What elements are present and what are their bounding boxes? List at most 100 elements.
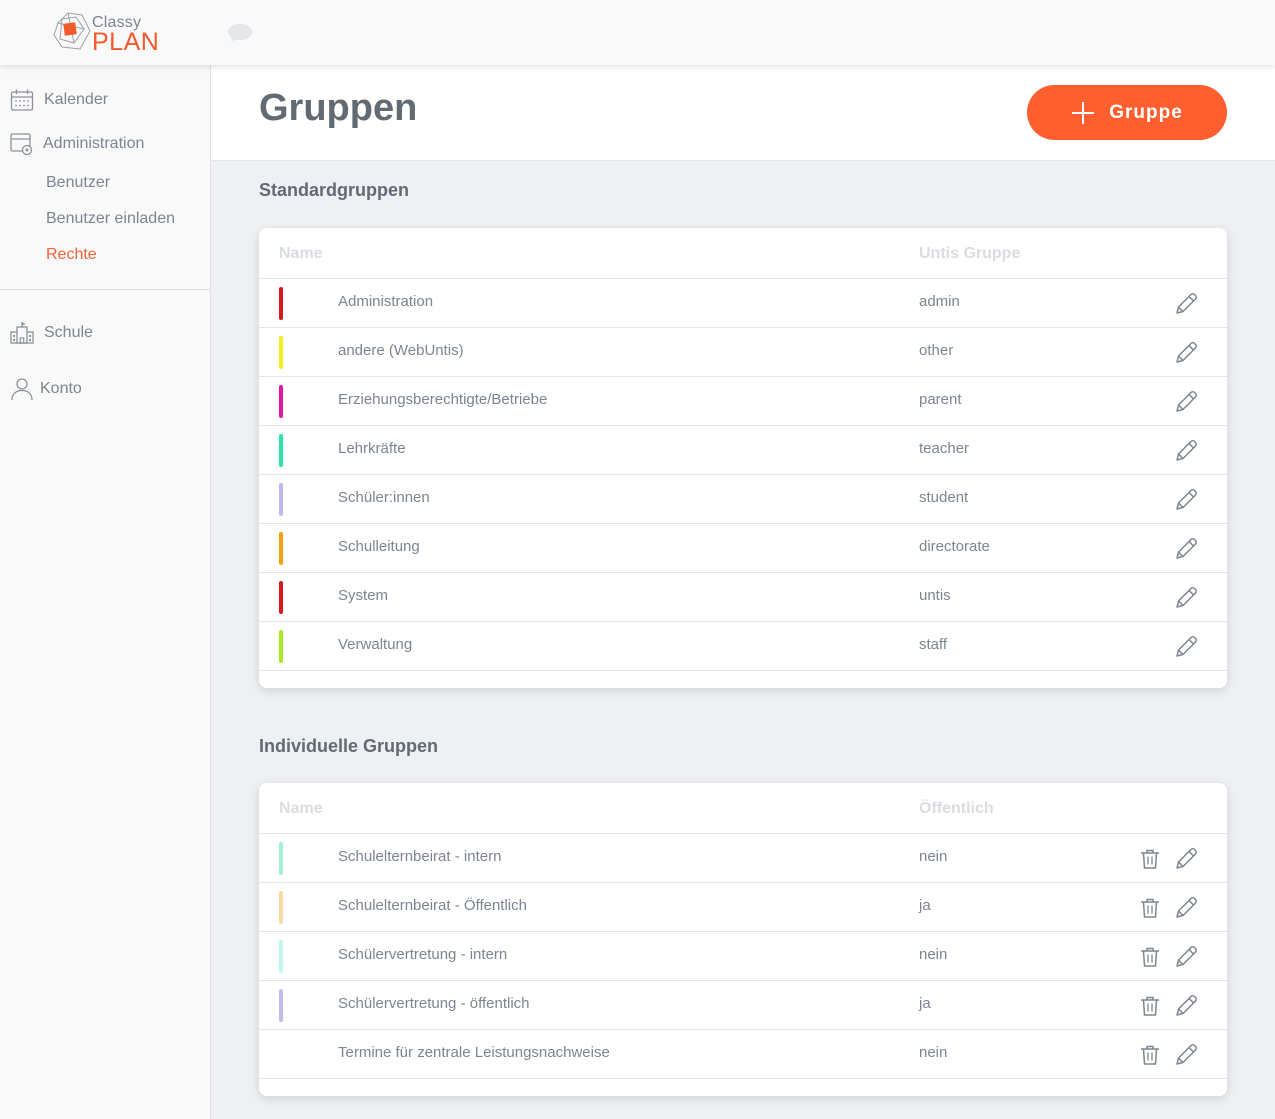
group-name-cell: Termine für zentrale Leistungsnachweise: [338, 1044, 610, 1061]
group-color-indicator: [279, 581, 283, 614]
logo-text-plan: PLAN: [92, 28, 160, 56]
group-color-indicator: [279, 989, 283, 1022]
sidebar-item-konto[interactable]: Konto: [0, 371, 210, 407]
table-row[interactable]: Schülervertretung - intern nein: [259, 932, 1227, 981]
edit-pencil-icon[interactable]: [1173, 634, 1199, 660]
table-row[interactable]: Verwaltung staff: [259, 622, 1227, 671]
logo-mark-icon: [53, 12, 91, 50]
group-name-cell: Lehrkräfte: [338, 440, 406, 457]
table-row[interactable]: Schüler:innen student: [259, 475, 1227, 524]
sidebar-item-label: Kalender: [44, 91, 109, 108]
admin-settings-icon: [10, 133, 33, 156]
group-color-indicator: [279, 532, 283, 565]
edit-pencil-icon[interactable]: [1173, 846, 1199, 872]
table-row[interactable]: Schulelternbeirat - intern nein: [259, 834, 1227, 883]
add-group-button-label: Gruppe: [1109, 101, 1183, 123]
table-row[interactable]: andere (WebUntis) other: [259, 328, 1227, 377]
edit-pencil-icon[interactable]: [1173, 1042, 1199, 1068]
logo-text-classy: Classy: [92, 14, 142, 31]
page-title: Gruppen: [259, 87, 418, 129]
public-flag-cell: nein: [919, 1044, 948, 1061]
calendar-icon: [10, 89, 34, 111]
edit-pencil-icon[interactable]: [1173, 438, 1199, 464]
column-header-name: Name: [279, 245, 323, 262]
edit-pencil-icon[interactable]: [1173, 340, 1199, 366]
page-header: Gruppen Gruppe: [211, 65, 1275, 161]
group-name-cell: Schüler:innen: [338, 489, 430, 506]
group-name-cell: Verwaltung: [338, 636, 413, 653]
group-name-cell: Schulelternbeirat - Öffentlich: [338, 897, 527, 914]
individual-groups-table: Name Öffentlich Schulelternbeirat - inte…: [259, 783, 1227, 1096]
sidebar-divider: [0, 289, 210, 290]
table-row[interactable]: Schülervertretung - öffentlich ja: [259, 981, 1227, 1030]
sidebar-subitem-rechte[interactable]: Rechte: [46, 246, 97, 263]
group-color-indicator: [279, 891, 283, 924]
untis-group-cell: teacher: [919, 440, 970, 457]
edit-pencil-icon[interactable]: [1173, 585, 1199, 611]
table-header: Name Untis Gruppe: [259, 228, 1227, 279]
group-name-cell: Schülervertretung - öffentlich: [338, 995, 530, 1012]
plus-icon: [1072, 101, 1095, 124]
edit-pencil-icon[interactable]: [1173, 536, 1199, 562]
group-color-indicator: [279, 434, 283, 467]
sidebar-item-administration[interactable]: Administration: [0, 126, 210, 162]
edit-pencil-icon[interactable]: [1173, 944, 1199, 970]
table-row[interactable]: Schulelternbeirat - Öffentlich ja: [259, 883, 1227, 932]
section-title-standard-groups: Standardgruppen: [259, 180, 410, 200]
table-row[interactable]: Termine für zentrale Leistungsnachweise n…: [259, 1030, 1227, 1079]
sidebar-subitem-benutzer[interactable]: Benutzer: [46, 174, 111, 191]
delete-trash-icon[interactable]: [1139, 848, 1161, 870]
public-flag-cell: nein: [919, 946, 948, 963]
delete-trash-icon[interactable]: [1139, 995, 1161, 1017]
untis-group-cell: student: [919, 489, 969, 506]
delete-trash-icon[interactable]: [1139, 1044, 1161, 1066]
group-name-cell: andere (WebUntis): [338, 342, 464, 359]
section-title-individual-groups: Individuelle Gruppen: [259, 736, 439, 756]
group-color-indicator: [279, 287, 283, 320]
sidebar-item-kalender[interactable]: Kalender: [0, 82, 210, 118]
delete-trash-icon[interactable]: [1139, 897, 1161, 919]
classyplan-logo[interactable]: Classy PLAN: [52, 9, 162, 56]
table-row[interactable]: System untis: [259, 573, 1227, 622]
edit-pencil-icon[interactable]: [1173, 389, 1199, 415]
sidebar-item-label: Administration: [43, 135, 145, 152]
public-flag-cell: nein: [919, 848, 948, 865]
school-building-icon: [10, 322, 34, 344]
table-body: Administration admin andere (WebUntis) othe…: [259, 279, 1227, 671]
column-header-name: Name: [279, 800, 323, 817]
table-row[interactable]: Erziehungsberechtigte/Betriebe parent: [259, 377, 1227, 426]
delete-trash-icon[interactable]: [1139, 946, 1161, 968]
sidebar: Kalender Administration Benutzer Benutze…: [0, 65, 211, 1119]
table-header: Name Öffentlich: [259, 783, 1227, 834]
edit-pencil-icon[interactable]: [1173, 291, 1199, 317]
table-row[interactable]: Schulleitung directorate: [259, 524, 1227, 573]
column-header-public: Öffentlich: [919, 800, 994, 817]
sidebar-item-schule[interactable]: Schule: [0, 315, 210, 351]
group-name-cell: Schülervertretung - intern: [338, 946, 508, 963]
column-header-untis-group: Untis Gruppe: [919, 245, 1021, 262]
sidebar-subitem-benutzer-einladen[interactable]: Benutzer einladen: [46, 210, 175, 227]
untis-group-cell: admin: [919, 293, 960, 310]
group-color-indicator: [279, 630, 283, 663]
top-bar: Classy PLAN: [0, 0, 1275, 65]
untis-group-cell: parent: [919, 391, 962, 408]
edit-pencil-icon[interactable]: [1173, 895, 1199, 921]
edit-pencil-icon[interactable]: [1173, 487, 1199, 513]
add-group-button[interactable]: Gruppe: [1027, 85, 1227, 140]
group-color-indicator: [279, 483, 283, 516]
edit-pencil-icon[interactable]: [1173, 993, 1199, 1019]
sidebar-item-label: Schule: [44, 324, 93, 341]
group-name-cell: System: [338, 587, 389, 604]
group-color-indicator: [279, 842, 283, 875]
group-name-cell: Schulelternbeirat - intern: [338, 848, 502, 865]
standard-groups-table: Name Untis Gruppe Administration admin and…: [259, 228, 1227, 688]
chat-bubble-icon[interactable]: [227, 22, 253, 44]
table-row[interactable]: Lehrkräfte teacher: [259, 426, 1227, 475]
table-row[interactable]: Administration admin: [259, 279, 1227, 328]
public-flag-cell: ja: [919, 995, 931, 1012]
untis-group-cell: staff: [919, 636, 948, 653]
table-body: Schulelternbeirat - intern nein Schulelter…: [259, 834, 1227, 1079]
user-account-icon: [11, 378, 33, 401]
group-name-cell: Administration: [338, 293, 434, 310]
untis-group-cell: untis: [919, 587, 951, 604]
